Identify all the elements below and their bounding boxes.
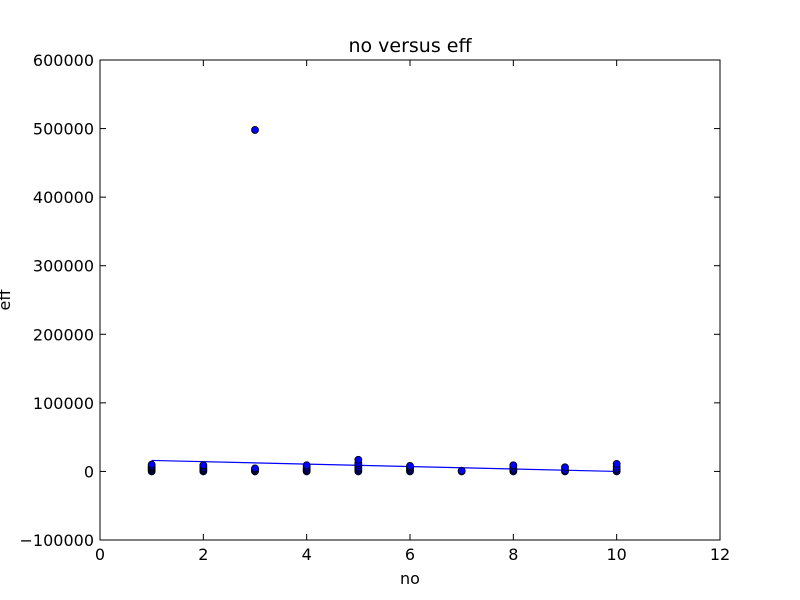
data-point (251, 464, 259, 473)
y-tick-label: 100000 (33, 394, 94, 413)
fit-line (151, 459, 617, 473)
y-tick-label: 400000 (33, 188, 94, 207)
chart-title: no versus eff (348, 35, 472, 57)
data-point (199, 461, 208, 470)
x-tick-label: 4 (302, 545, 312, 564)
y-tick-label: 300000 (33, 257, 94, 276)
x-tick-label: 6 (405, 545, 415, 564)
data-point (612, 459, 621, 468)
plot-area: 0 2 4 6 8 10 12−100000010000020000030000040000… (20, 51, 731, 564)
x-tick-label: 10 (606, 545, 626, 564)
data-point (251, 126, 259, 134)
y-tick-label: −100000 (20, 531, 94, 550)
x-axis-label: no (400, 569, 420, 588)
y-axis-label: eff (0, 289, 14, 311)
y-tick-label: 0 (84, 462, 94, 481)
data-point (406, 462, 414, 470)
y-tick-label: 200000 (33, 325, 94, 344)
data-point (509, 461, 518, 470)
data-point (354, 455, 363, 464)
data-point (561, 463, 569, 472)
x-tick-label: 0 (95, 545, 105, 564)
y-tick-label: 500000 (33, 120, 94, 139)
x-tick-label: 2 (198, 545, 208, 564)
data-point (302, 461, 311, 470)
x-tick-label: 12 (710, 545, 730, 564)
x-tick-label: 8 (508, 545, 518, 564)
data-point (147, 460, 156, 469)
data-point (457, 466, 466, 475)
y-tick-label: 600000 (33, 51, 94, 70)
